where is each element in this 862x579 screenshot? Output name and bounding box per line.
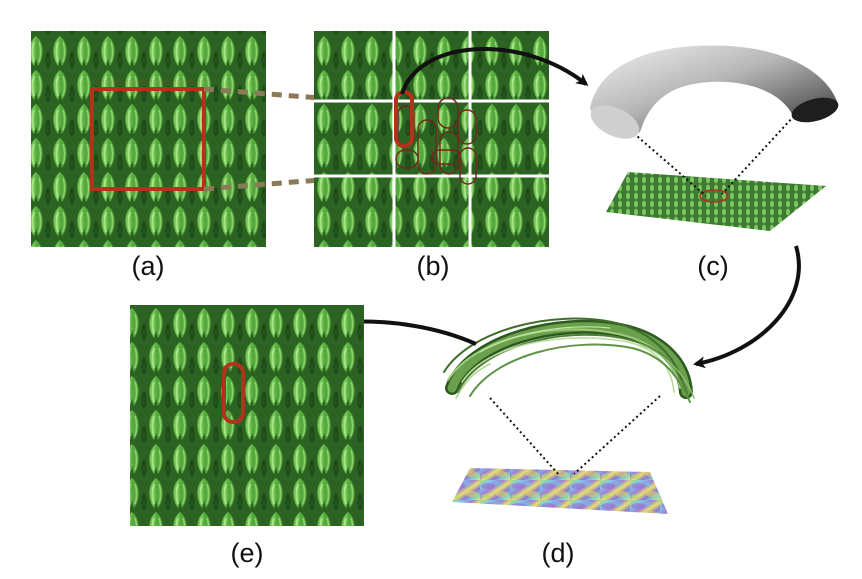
panel-d-color-map: [452, 468, 668, 514]
arrow-b-to-c-icon: [400, 47, 589, 95]
label-d: (d): [542, 538, 575, 568]
arrow-c-to-d-icon: [693, 245, 801, 369]
panel-a-selection-box: [90, 87, 206, 191]
panel-b-ply-outlines: [395, 97, 477, 185]
panel-c-tube-end-left: [590, 105, 640, 139]
panel-e-rendered-fabric: [130, 305, 364, 526]
dashed-connectors: [203, 86, 321, 192]
panel-a: [31, 31, 266, 247]
label-b: (b): [417, 251, 450, 281]
panel-a-fabric-image: [31, 31, 266, 247]
panel-c-projection-lines: [629, 115, 795, 197]
label-c: (c): [697, 251, 728, 281]
panel-c-ply-footprint: [699, 189, 729, 203]
panel-d-projection-lines: [489, 395, 661, 477]
panel-e: [130, 305, 364, 526]
panel-b-tile-grid: [314, 31, 549, 247]
label-e: (e): [231, 538, 264, 568]
panel-e-highlighted-ply: [222, 362, 245, 424]
panel-c-tube-end-right: [791, 97, 839, 123]
panel-d: [443, 317, 695, 514]
panel-c: [590, 45, 839, 231]
panel-d-fiber-bundle: [443, 317, 695, 403]
panel-c-ply-tube: [590, 45, 838, 135]
panel-b-tiled-fabric: [314, 31, 549, 247]
panel-b: [314, 31, 549, 247]
label-a: (a): [132, 251, 165, 281]
